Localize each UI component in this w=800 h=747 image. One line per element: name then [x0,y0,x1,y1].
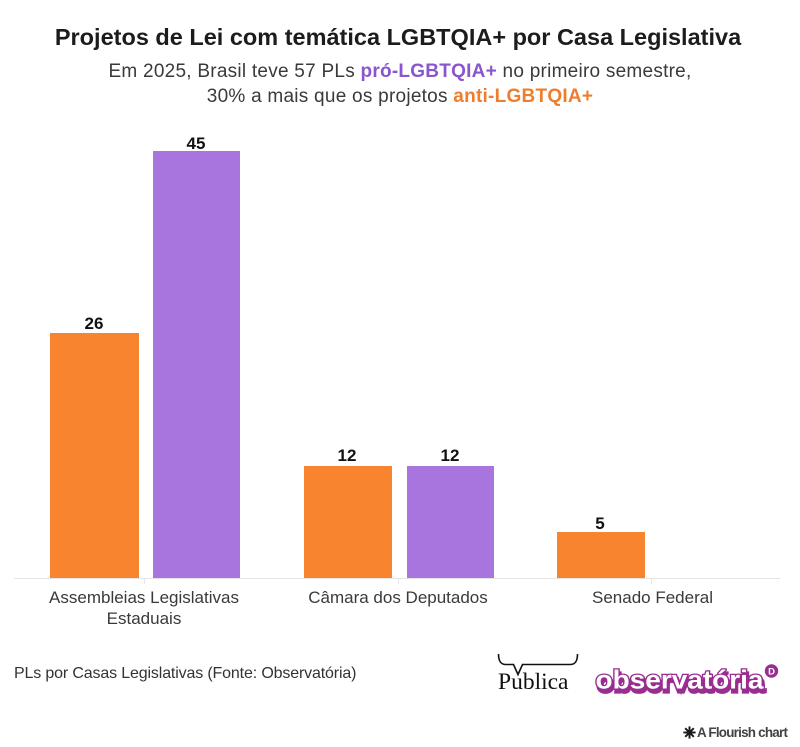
svg-text:Publica: Publica [498,669,569,692]
svg-text:observatória: observatória [596,665,765,695]
svg-text:observatória: observatória [597,668,766,698]
svg-text:D: D [768,667,775,678]
